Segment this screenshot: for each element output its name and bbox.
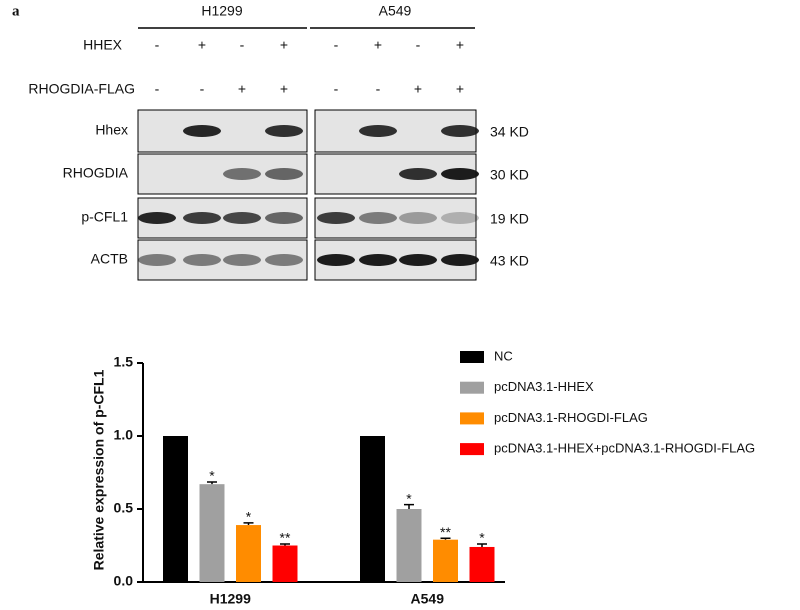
sign: + — [280, 81, 288, 97]
y-tick-label: 1.0 — [114, 427, 134, 443]
band — [317, 212, 355, 224]
band — [138, 254, 176, 266]
legend-label: NC — [494, 348, 513, 363]
bar — [396, 509, 422, 582]
legend-swatch — [460, 381, 484, 394]
band — [359, 212, 397, 224]
y-tick-label: 1.5 — [114, 354, 134, 370]
bar — [469, 546, 495, 582]
sign: - — [200, 81, 205, 97]
band-size: 19 KD — [490, 211, 529, 227]
error-bar — [243, 522, 254, 526]
band — [441, 212, 479, 224]
legend-label: pcDNA3.1-RHOGDI-FLAG — [494, 410, 648, 425]
band — [223, 254, 261, 266]
band — [265, 212, 303, 224]
sign: + — [198, 37, 206, 53]
significance: * — [209, 468, 215, 484]
significance: * — [406, 490, 412, 506]
band-size: 34 KD — [490, 124, 529, 140]
band-label: ACTB — [91, 251, 128, 267]
bar — [433, 539, 458, 582]
significance: * — [479, 530, 485, 546]
band — [265, 125, 303, 137]
band — [265, 254, 303, 266]
legend-label: pcDNA3.1-HHEX — [494, 379, 594, 394]
y-tick-label: 0.5 — [114, 500, 134, 516]
band — [265, 168, 303, 180]
sign: + — [238, 81, 246, 97]
band — [359, 125, 397, 137]
band — [441, 168, 479, 180]
band — [359, 254, 397, 266]
band — [441, 254, 479, 266]
band-size: 43 KD — [490, 253, 529, 269]
error-bar — [477, 543, 487, 547]
band — [317, 254, 355, 266]
band — [183, 125, 221, 137]
sign: + — [414, 81, 422, 97]
cell-line-label: A549 — [379, 3, 412, 19]
legend-label: pcDNA3.1-HHEX+pcDNA3.1-RHOGDI-FLAG — [494, 441, 755, 456]
band — [399, 212, 437, 224]
sign: + — [374, 37, 382, 53]
band — [223, 168, 261, 180]
band — [183, 212, 221, 224]
y-axis-label: Relative expression of p-CFL1 — [91, 369, 107, 570]
sign: - — [334, 81, 339, 97]
condition-label: HHEX — [83, 37, 123, 53]
sign: + — [456, 81, 464, 97]
band-size: 30 KD — [490, 167, 529, 183]
sign: - — [155, 37, 160, 53]
band-label: Hhex — [95, 122, 128, 138]
sign: - — [334, 37, 339, 53]
bar — [360, 436, 385, 582]
condition-label: RHOGDIA-FLAG — [28, 81, 135, 97]
sign: - — [416, 37, 421, 53]
bar — [272, 545, 298, 582]
band — [183, 254, 221, 266]
sign: + — [456, 37, 464, 53]
cell-line-label: H1299 — [201, 3, 242, 19]
sign: - — [376, 81, 381, 97]
sign: - — [155, 81, 160, 97]
legend-swatch — [460, 412, 484, 425]
sign: - — [240, 37, 245, 53]
bar — [236, 525, 261, 582]
band-label: p-CFL1 — [81, 209, 128, 225]
band — [223, 212, 261, 224]
x-tick-label: A549 — [411, 591, 445, 607]
panel-label: a — [12, 3, 20, 19]
legend-swatch — [460, 443, 484, 456]
significance: ** — [440, 524, 451, 540]
error-bar — [440, 537, 451, 540]
band — [138, 212, 176, 224]
x-tick-label: H1299 — [210, 591, 251, 607]
significance: ** — [280, 530, 291, 546]
error-bar — [404, 503, 414, 509]
band-label: RHOGDIA — [63, 165, 129, 181]
y-tick-label: 0.0 — [114, 573, 134, 589]
legend-swatch — [460, 351, 484, 363]
significance: * — [246, 509, 252, 525]
band — [441, 125, 479, 137]
bar — [163, 436, 188, 582]
band — [399, 254, 437, 266]
error-bar — [280, 543, 290, 546]
bar — [199, 484, 225, 582]
band — [399, 168, 437, 180]
sign: + — [280, 37, 288, 53]
error-bar — [207, 481, 217, 485]
